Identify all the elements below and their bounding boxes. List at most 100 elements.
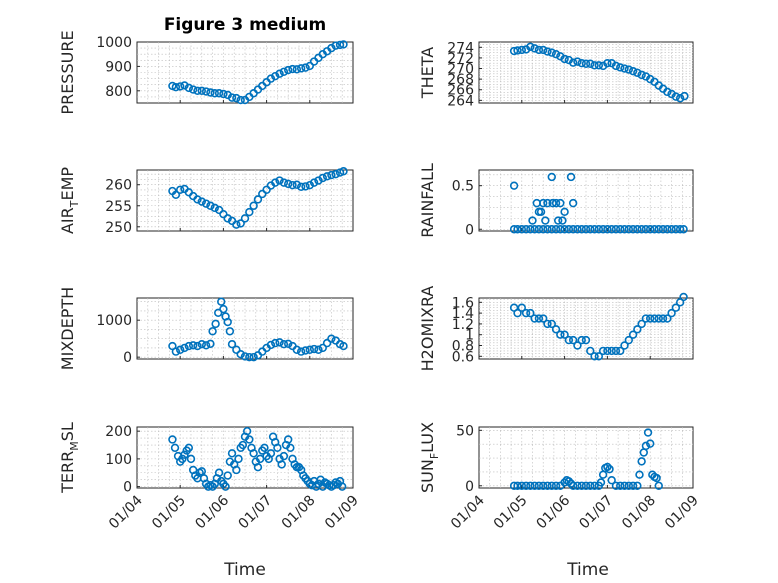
data-point bbox=[245, 435, 254, 444]
y-tick-label: 255 bbox=[105, 199, 132, 215]
data-point bbox=[513, 308, 522, 318]
data-point bbox=[652, 473, 661, 483]
data-point bbox=[301, 346, 310, 355]
data-point bbox=[675, 225, 685, 234]
data-point bbox=[654, 314, 663, 323]
data-point bbox=[322, 172, 332, 181]
data-point bbox=[309, 178, 319, 187]
data-point bbox=[568, 225, 578, 234]
y-tick-label: 100 bbox=[105, 452, 132, 468]
data-point bbox=[560, 225, 569, 234]
data-point bbox=[309, 344, 319, 354]
data-point bbox=[197, 340, 207, 349]
subplot-3: 250 255 260 AIRTEMP bbox=[58, 167, 354, 236]
data-point bbox=[551, 481, 561, 490]
data-point bbox=[573, 57, 582, 66]
data-point bbox=[227, 93, 237, 102]
data-point bbox=[543, 319, 552, 329]
data-point bbox=[538, 481, 548, 490]
data-point bbox=[607, 346, 616, 356]
data-point bbox=[680, 91, 689, 101]
y-tick-label: 900 bbox=[105, 59, 132, 75]
data-point bbox=[628, 330, 638, 339]
data-point bbox=[188, 341, 198, 350]
data-point bbox=[513, 481, 522, 490]
data-point bbox=[305, 61, 314, 71]
data-point bbox=[180, 81, 189, 90]
data-point bbox=[271, 71, 280, 81]
data-point bbox=[553, 216, 563, 225]
data-point bbox=[219, 304, 228, 314]
data-point bbox=[568, 335, 578, 345]
data-point bbox=[628, 225, 638, 234]
x-tick-label: 01/09 bbox=[322, 493, 362, 533]
data-point bbox=[509, 481, 519, 490]
data-point bbox=[586, 481, 595, 490]
data-point bbox=[171, 347, 181, 356]
data-point bbox=[275, 69, 284, 78]
data-point bbox=[201, 341, 211, 350]
data-point bbox=[184, 83, 194, 93]
data-point bbox=[663, 225, 672, 234]
y-axis-label-5: MIXDEPTH bbox=[58, 287, 77, 370]
data-point bbox=[266, 340, 276, 350]
data-point bbox=[521, 225, 531, 234]
data-point bbox=[671, 92, 681, 101]
data-point bbox=[633, 225, 642, 234]
data-point bbox=[590, 61, 599, 70]
figure-title: Figure 3 medium bbox=[164, 15, 326, 35]
data-point bbox=[635, 470, 644, 479]
data-point bbox=[526, 481, 535, 490]
data-point bbox=[277, 460, 286, 469]
data-point bbox=[318, 173, 327, 183]
data-point bbox=[538, 198, 548, 208]
data-point bbox=[534, 481, 544, 490]
data-point bbox=[641, 314, 651, 323]
data-point bbox=[620, 341, 629, 350]
y-tick-label: 0 bbox=[465, 222, 474, 238]
data-point bbox=[624, 225, 633, 234]
data-point bbox=[564, 225, 574, 234]
data-point bbox=[624, 65, 633, 74]
data-point bbox=[530, 44, 539, 53]
data-point bbox=[331, 41, 340, 50]
data-point bbox=[225, 327, 235, 336]
axes-box bbox=[478, 426, 694, 489]
data-point bbox=[658, 314, 668, 323]
data-point bbox=[650, 314, 659, 323]
data-point bbox=[236, 219, 245, 228]
data-point bbox=[219, 89, 228, 99]
data-point bbox=[275, 176, 284, 185]
data-point bbox=[517, 225, 526, 234]
data-point bbox=[547, 225, 556, 234]
data-point bbox=[296, 347, 306, 356]
data-point bbox=[186, 454, 196, 464]
data-point bbox=[675, 94, 685, 103]
data-point bbox=[335, 40, 345, 50]
data-point bbox=[217, 297, 226, 306]
data-point bbox=[176, 82, 185, 91]
data-point bbox=[543, 47, 552, 56]
data-point bbox=[206, 88, 215, 97]
data-point bbox=[547, 481, 556, 490]
data-point bbox=[234, 454, 243, 464]
data-point bbox=[339, 40, 348, 49]
data-point bbox=[275, 338, 284, 347]
y-tick-label: 0 bbox=[123, 480, 132, 496]
data-point bbox=[227, 340, 237, 349]
y-tick-label: 270 bbox=[447, 62, 474, 78]
y-tick-label: 1.2 bbox=[452, 317, 474, 333]
data-point bbox=[581, 59, 591, 68]
data-point bbox=[214, 205, 224, 215]
data-point bbox=[594, 352, 604, 361]
data-point bbox=[534, 207, 544, 217]
data-point bbox=[193, 86, 202, 96]
data-point bbox=[633, 481, 642, 490]
data-point bbox=[214, 468, 224, 477]
data-point bbox=[236, 349, 245, 359]
data-point bbox=[530, 481, 539, 490]
x-tick-label: 01/06 bbox=[534, 492, 574, 532]
data-point bbox=[611, 481, 621, 490]
data-point bbox=[568, 198, 578, 208]
data-point bbox=[534, 45, 544, 55]
